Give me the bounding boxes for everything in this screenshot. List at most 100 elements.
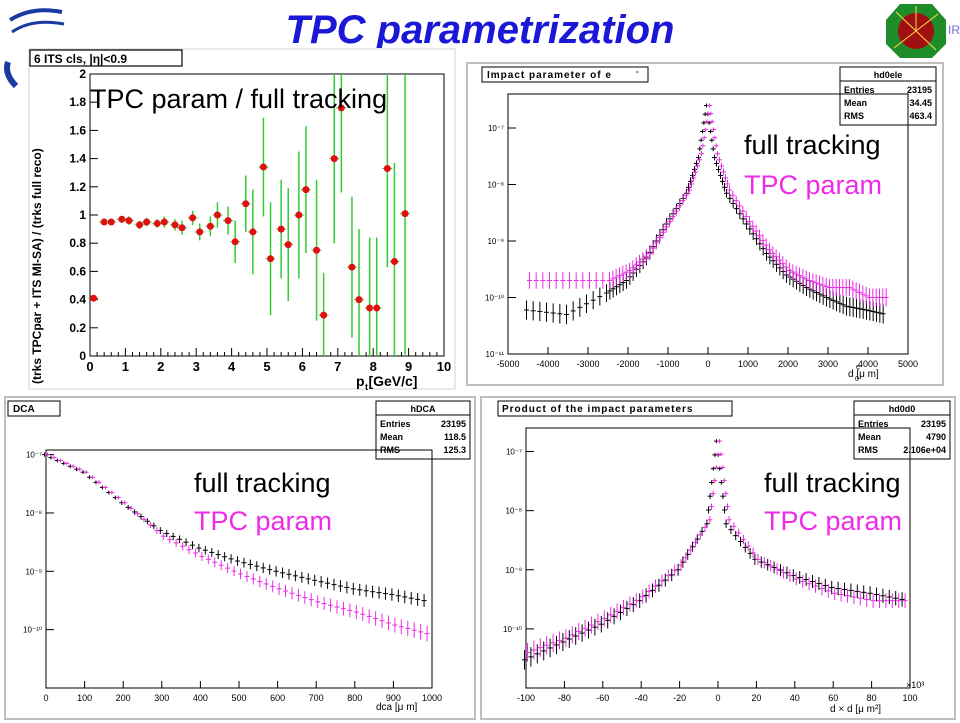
ratio-data-point [160,218,168,226]
ratio-y-tick-label: 0.2 [69,321,86,335]
institute-logo [2,2,92,92]
ratio-chart: 6 ITS cls, |η|<0.9 0 1 2 3 4 5 6 7 8 9 10 0 0.2 0.4 0.… [28,48,456,392]
ratio-overlay-label: TPC param / full tracking [90,84,388,114]
ratio-data-point [242,200,250,208]
ratio-x-tick-label: 1 [122,359,129,374]
impact-stats-name: hd0ele [874,70,903,80]
impact-chart-title: Impact parameter of e [487,70,612,81]
product-stats-key: RMS [858,445,878,455]
ratio-data-point [224,217,232,225]
ratio-data-point [125,217,133,225]
ratio-data-point [178,224,186,232]
dca-stats-value: 23195 [441,419,466,429]
impact-x-tick-label: 2000 [778,359,798,369]
product-x-axis-label: d × d [μ m²] [830,704,881,715]
product-y-tick-label: 10⁻⁷ [506,448,522,457]
ratio-data-point [302,186,310,194]
ratio-data-point [348,263,356,271]
ratio-y-tick-label: 2 [79,67,86,81]
impact-stats-key: Entries [844,85,875,95]
ratio-data-point [366,304,374,312]
dca-x-tick-label: 1000 [422,693,442,703]
product-x-tick-label: 100 [902,693,917,703]
dca-y-tick-label: 10⁻⁸ [26,509,43,518]
product-x-tick-label: 80 [867,693,877,703]
product-y-tick-label: 10⁻¹⁰ [503,625,522,634]
impact-panel: Impact parameter of e - hd0ele Entries 231… [468,64,942,384]
ratio-x-tick-label: 3 [193,359,200,374]
ratio-y-tick-label: 0 [79,349,86,363]
impact-y-tick-label: 10⁻⁹ [487,237,504,246]
ratio-data-point [320,311,328,319]
product-y-tick-label: 10⁻⁹ [505,566,522,575]
ratio-data-point [401,210,409,218]
ratio-data-point [284,241,292,249]
ratio-y-tick-label: 1.4 [69,152,86,166]
ratio-x-tick-label: 5 [263,359,270,374]
dca-y-tick-label: 10⁻¹⁰ [23,626,42,635]
impact-stats-value: 463.4 [909,111,932,121]
ratio-data-point [118,215,126,223]
ratio-data-point [337,104,345,112]
impact-stats-key: Mean [844,98,867,108]
product-x-tick-label: 40 [790,693,800,703]
impact-x-tick-label: 5000 [898,359,918,369]
dca-x-tick-label: 700 [309,693,324,703]
product-stats-value: 23195 [921,419,946,429]
impact-y-tick-label: 10⁻¹¹ [486,350,505,359]
ratio-y-tick-label: 1.6 [69,123,86,137]
ratio-data-point [295,211,303,219]
ratio-y-tick-label: 1.8 [69,95,86,109]
dca-stats-key: Entries [380,419,411,429]
event-display-logo: IRM [886,2,960,60]
ratio-data-point [90,294,98,302]
svg-text:IRM: IRM [948,23,960,37]
impact-x-tick-label: -4000 [536,359,559,369]
ratio-x-tick-label: 6 [299,359,306,374]
product-y-tick-label: 10⁻⁸ [506,507,523,516]
product-stats-value: 4790 [926,432,946,442]
impact-x-tick-label: -2000 [616,359,639,369]
product-chart-title: Product of the impact parameters [502,404,693,415]
dca-stats-value: 125.3 [443,445,466,455]
product-x-tick-label: -80 [558,693,571,703]
product-stats-name: hd0d0 [889,404,916,414]
ratio-data-point [249,228,257,236]
impact-chart: Impact parameter of e - hd0ele Entries 231… [481,66,937,383]
impact-x-axis-label: d [μ m] [848,369,879,380]
impact-x-axis-label-sub: 0 [855,376,859,383]
ratio-x-tick-label: 8 [370,359,377,374]
impact-x-tick-label: 3000 [818,359,838,369]
ratio-x-tick-label: 2 [157,359,164,374]
impact-chart-title-sup: - [636,67,639,76]
ratio-data-point [313,246,321,254]
ratio-data-point [330,155,338,163]
product-stats-value: 2.106e+04 [903,445,946,455]
product-x-tick-label: -100 [517,693,535,703]
dca-stats-key: Mean [380,432,403,442]
impact-y-tick-label: 10⁻¹⁰ [485,294,504,303]
impact-stats-box [839,66,937,126]
dca-chart-title: DCA [13,404,35,415]
dca-x-tick-label: 100 [77,693,92,703]
product-x-tick-label: 20 [751,693,761,703]
ratio-data-point [171,221,179,229]
dca-x-tick-label: 800 [347,693,362,703]
impact-y-tick-label: 10⁻⁸ [488,181,505,190]
dca-stats-box [375,400,471,460]
dca-x-tick-label: 900 [386,693,401,703]
impact-x-axis-label-sup: e- [856,364,863,371]
product-panel: Product of the impact parameters hd0d0 En… [482,398,954,718]
ratio-data-point [383,164,391,172]
product-x-tick-label: -20 [673,693,686,703]
ratio-data-point [189,214,197,222]
impact-stats-key: RMS [844,111,864,121]
page-title: TPC parametrization [285,8,675,52]
product-chart: Product of the impact parameters hd0d0En… [497,400,951,715]
dca-x-tick-label: 300 [154,693,169,703]
ratio-x-tick-label: 0 [86,359,93,374]
impact-stats-value: 34.45 [909,98,932,108]
ratio-data-point [143,218,151,226]
ratio-data-point [107,218,115,226]
ratio-data-point [136,221,144,229]
